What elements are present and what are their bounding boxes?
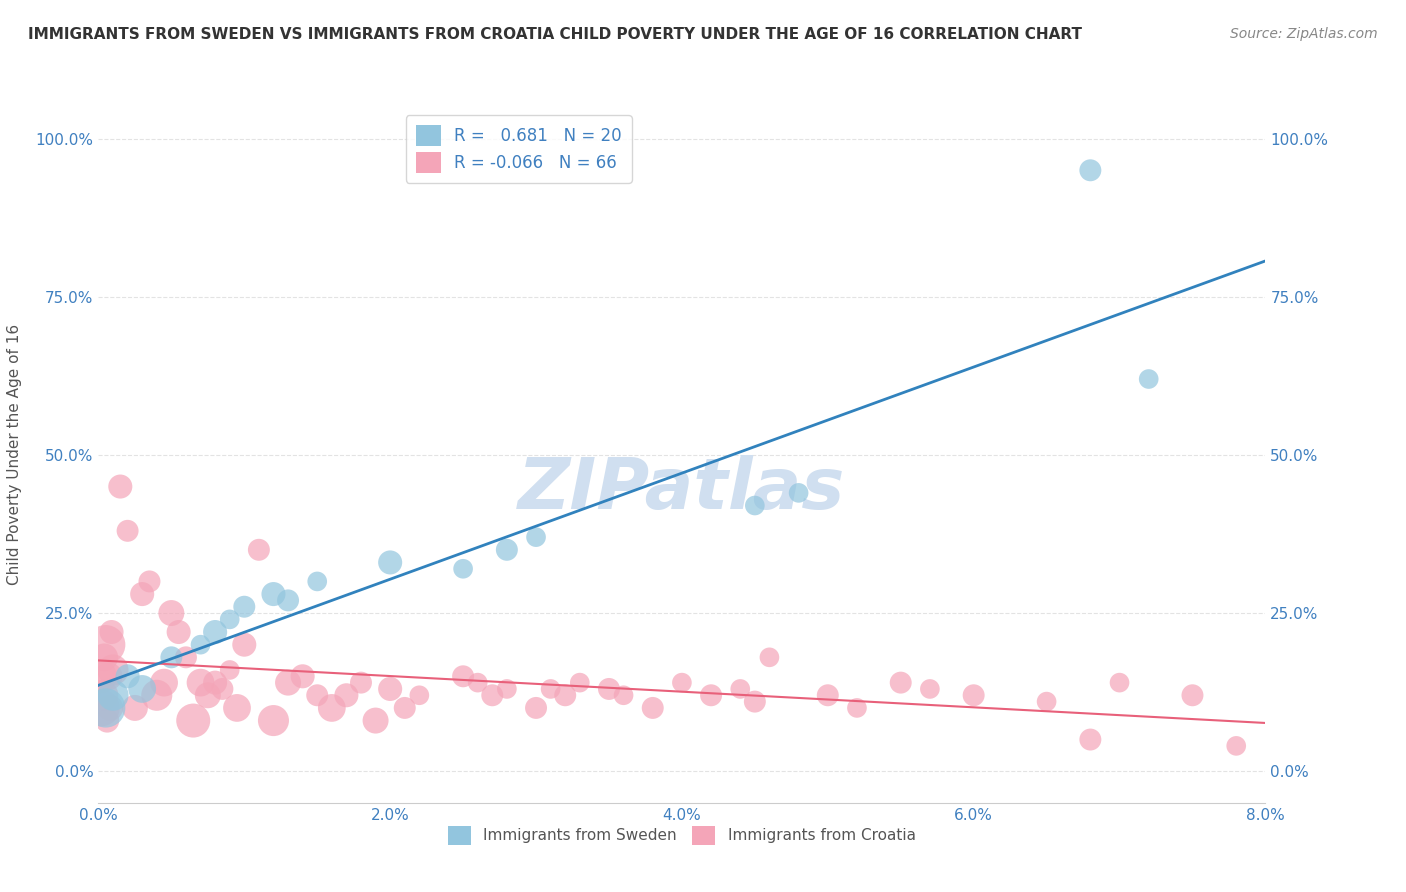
Point — [1108, 675, 1130, 690]
Point — [307, 688, 329, 702]
Text: Source: ZipAtlas.com: Source: ZipAtlas.com — [1230, 27, 1378, 41]
Point — [307, 574, 329, 589]
Point — [138, 574, 160, 589]
Point — [554, 688, 576, 702]
Point — [1181, 688, 1204, 702]
Point — [101, 688, 124, 702]
Point — [262, 714, 284, 728]
Point — [96, 714, 118, 728]
Point — [218, 663, 240, 677]
Y-axis label: Child Poverty Under the Age of 16: Child Poverty Under the Age of 16 — [7, 325, 21, 585]
Point — [98, 701, 121, 715]
Point — [91, 688, 114, 702]
Text: ZIPatlas: ZIPatlas — [519, 455, 845, 524]
Point — [700, 688, 723, 702]
Point — [540, 681, 562, 696]
Point — [190, 675, 212, 690]
Point — [671, 675, 693, 690]
Point — [117, 524, 139, 538]
Point — [408, 688, 430, 702]
Point — [1137, 372, 1160, 386]
Point — [380, 556, 402, 570]
Point — [451, 562, 474, 576]
Point — [94, 701, 117, 715]
Point — [226, 701, 249, 715]
Point — [117, 669, 139, 683]
Point — [211, 681, 233, 696]
Point — [380, 681, 402, 696]
Point — [1080, 732, 1102, 747]
Point — [247, 542, 270, 557]
Point — [146, 688, 169, 702]
Point — [204, 675, 226, 690]
Point — [190, 638, 212, 652]
Point — [467, 675, 489, 690]
Point — [744, 695, 766, 709]
Point — [568, 675, 591, 690]
Point — [598, 681, 620, 696]
Point — [94, 638, 117, 652]
Point — [641, 701, 664, 715]
Point — [524, 701, 547, 715]
Point — [1225, 739, 1247, 753]
Point — [496, 542, 519, 557]
Point — [262, 587, 284, 601]
Point — [1080, 163, 1102, 178]
Point — [160, 650, 183, 665]
Point — [153, 675, 176, 690]
Point — [496, 681, 519, 696]
Point — [394, 701, 416, 715]
Point — [277, 593, 299, 607]
Point — [197, 688, 219, 702]
Point — [744, 499, 766, 513]
Point — [101, 663, 124, 677]
Point — [524, 530, 547, 544]
Point — [110, 479, 132, 493]
Point — [167, 625, 190, 640]
Point — [481, 688, 503, 702]
Point — [100, 625, 122, 640]
Point — [291, 669, 314, 683]
Point — [233, 599, 256, 614]
Point — [233, 638, 256, 652]
Point — [131, 681, 153, 696]
Point — [90, 701, 112, 715]
Text: IMMIGRANTS FROM SWEDEN VS IMMIGRANTS FROM CROATIA CHILD POVERTY UNDER THE AGE OF: IMMIGRANTS FROM SWEDEN VS IMMIGRANTS FRO… — [28, 27, 1083, 42]
Point — [204, 625, 226, 640]
Point — [787, 486, 810, 500]
Point — [350, 675, 373, 690]
Point — [451, 669, 474, 683]
Point — [962, 688, 984, 702]
Point — [131, 587, 153, 601]
Point — [890, 675, 912, 690]
Point — [89, 669, 111, 683]
Point — [218, 612, 240, 626]
Point — [1035, 695, 1057, 709]
Point — [160, 606, 183, 620]
Point — [364, 714, 387, 728]
Point — [93, 650, 115, 665]
Legend: Immigrants from Sweden, Immigrants from Croatia: Immigrants from Sweden, Immigrants from … — [443, 820, 921, 851]
Point — [335, 688, 357, 702]
Point — [97, 669, 120, 683]
Point — [817, 688, 839, 702]
Point — [174, 650, 197, 665]
Point — [845, 701, 868, 715]
Point — [277, 675, 299, 690]
Point — [124, 701, 146, 715]
Point — [758, 650, 780, 665]
Point — [730, 681, 752, 696]
Point — [321, 701, 343, 715]
Point — [181, 714, 204, 728]
Point — [918, 681, 941, 696]
Point — [612, 688, 634, 702]
